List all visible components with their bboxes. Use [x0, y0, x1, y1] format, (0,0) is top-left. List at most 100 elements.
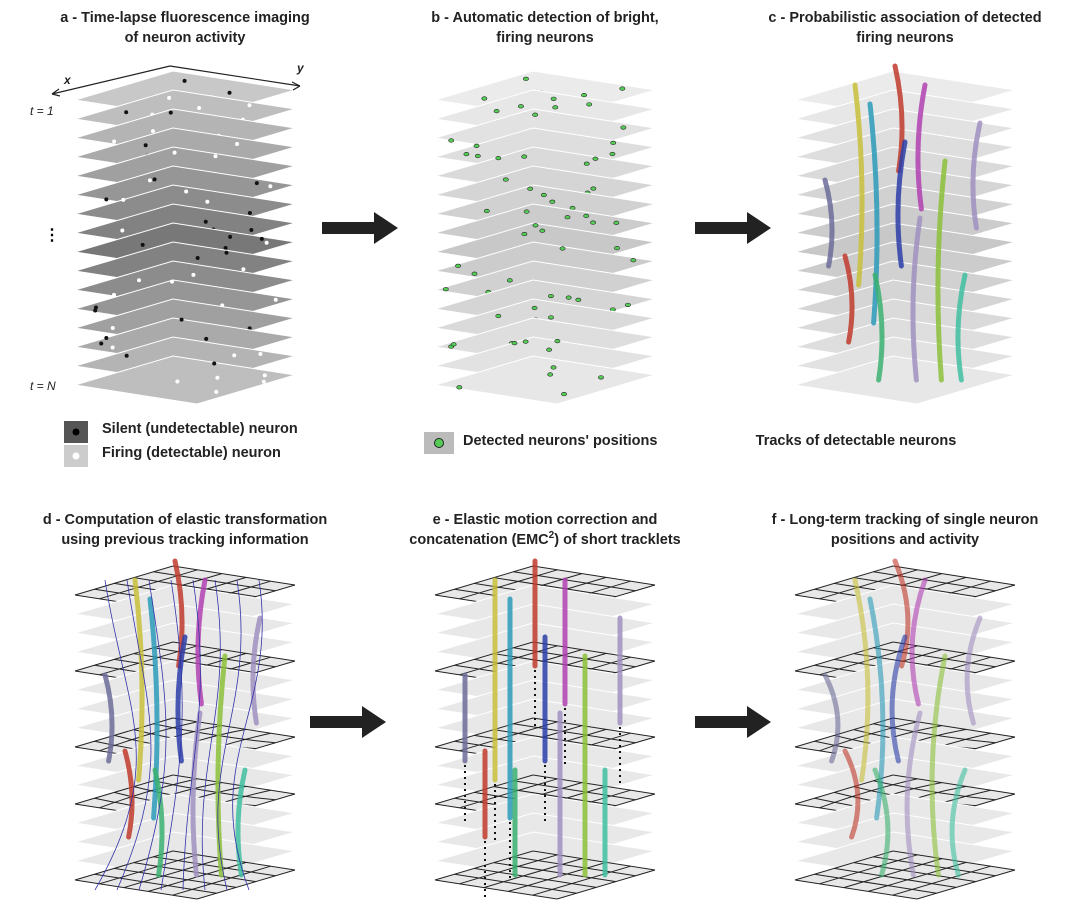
panel-title: of neuron activity: [125, 30, 246, 46]
neuron-dot: [99, 342, 103, 346]
detected-dot: [484, 209, 489, 213]
detected-dot: [584, 162, 589, 166]
neuron-dot: [235, 142, 239, 146]
detected-dot: [614, 246, 619, 250]
detected-dot: [548, 316, 553, 320]
neuron-dot: [175, 380, 179, 384]
detected-dot: [443, 287, 448, 291]
panel-title: f - Long-term tracking of single neuron: [772, 512, 1039, 528]
figure: a - Time-lapse fluorescence imaging of n…: [0, 0, 1091, 903]
detected-dot: [570, 206, 575, 210]
arrow: [695, 212, 771, 244]
detected-dot: [565, 215, 570, 219]
detected-dot: [496, 314, 501, 318]
neuron-dot: [184, 189, 188, 193]
detected-dot: [566, 296, 571, 300]
legend-label: Tracks of detectable neurons: [756, 433, 957, 449]
detected-dot: [464, 152, 469, 156]
detected-dot: [631, 258, 636, 262]
title-part: concatenation (EMC: [409, 532, 549, 548]
neuron-dot: [249, 228, 253, 232]
panel-title: firing neurons: [496, 30, 593, 46]
time-label: t = 1: [30, 104, 54, 118]
detected-dot: [475, 154, 480, 158]
neuron-dot: [153, 177, 157, 181]
detected-dot: [547, 348, 552, 352]
neuron-dot: [224, 246, 228, 250]
panel-title: concatenation (EMC2) of short tracklets: [409, 530, 680, 548]
detected-dot: [591, 187, 596, 191]
detected-dot: [551, 97, 556, 101]
neuron-dot: [260, 237, 264, 241]
detected-dot: [451, 343, 456, 347]
detected-dot: [561, 392, 566, 396]
stacks: [75, 66, 1015, 899]
neuron-dot: [111, 326, 115, 330]
detected-dot: [522, 155, 527, 159]
legend-label: Silent (undetectable) neuron: [102, 421, 298, 437]
detected-dot: [496, 156, 501, 160]
detected-dot: [587, 103, 592, 107]
detected-dot: [522, 232, 527, 236]
detected-dot: [523, 340, 528, 344]
neuron-dot: [258, 352, 262, 356]
detected-dot: [548, 373, 553, 377]
detected-dot: [553, 106, 558, 110]
detected-dot: [614, 221, 619, 225]
arrow: [310, 706, 386, 738]
detected-dot: [560, 247, 565, 251]
neuron-dot: [196, 256, 200, 260]
neuron-dot: [213, 154, 217, 158]
detected-dot: [581, 93, 586, 97]
neuron-dot: [124, 110, 128, 114]
neuron-dot: [120, 229, 124, 233]
neuron-dot: [241, 267, 245, 271]
neuron-dot: [214, 390, 218, 394]
neuron-dot: [169, 111, 173, 115]
neuron-dot: [183, 79, 187, 83]
panel-title: firing neurons: [856, 30, 953, 46]
arrow: [322, 212, 398, 244]
neuron-dot: [112, 139, 116, 143]
legend-dot: [73, 429, 80, 436]
neuron-dot: [104, 336, 108, 340]
neuron-dot: [263, 373, 267, 377]
axis-y-label: y: [296, 61, 305, 75]
detected-dot: [482, 97, 487, 101]
detected-dot: [590, 221, 595, 225]
panel-title: b - Automatic detection of bright,: [431, 10, 658, 26]
neuron-dot: [228, 235, 232, 239]
neuron-dot: [255, 181, 259, 185]
detected-dot: [621, 126, 626, 130]
neuron-dot: [167, 96, 171, 100]
detected-dot: [625, 303, 630, 307]
detected-dot: [548, 294, 553, 298]
detected-dot: [593, 157, 598, 161]
detected-dot: [528, 187, 533, 191]
neuron-dot: [205, 200, 209, 204]
panel-title: using previous tracking information: [61, 532, 308, 548]
detected-dot: [620, 87, 625, 91]
panel-title: e - Elastic motion correction and: [433, 512, 658, 528]
neuron-dot: [247, 103, 251, 107]
neuron-dot: [262, 380, 266, 384]
ellipsis: ⋮: [44, 227, 60, 244]
detected-dot: [550, 200, 555, 204]
detected-dot: [472, 272, 477, 276]
time-label: t = N: [30, 379, 56, 393]
detected-dot: [598, 376, 603, 380]
neuron-dot: [191, 273, 195, 277]
legend-dot: [73, 453, 80, 460]
detected-dot: [551, 366, 556, 370]
detected-dot: [584, 214, 589, 218]
neuron-dot: [232, 353, 236, 357]
detected-dot: [540, 229, 545, 233]
detected-dot: [533, 113, 538, 117]
neuron-dot: [112, 293, 116, 297]
neuron-dot: [248, 211, 252, 215]
legend-label: Firing (detectable) neuron: [102, 445, 281, 461]
legend-label: Detected neurons' positions: [463, 433, 657, 449]
legend-dot: [435, 439, 444, 448]
panel-title: a - Time-lapse fluorescence imaging: [60, 10, 310, 26]
detected-dot: [523, 77, 528, 81]
